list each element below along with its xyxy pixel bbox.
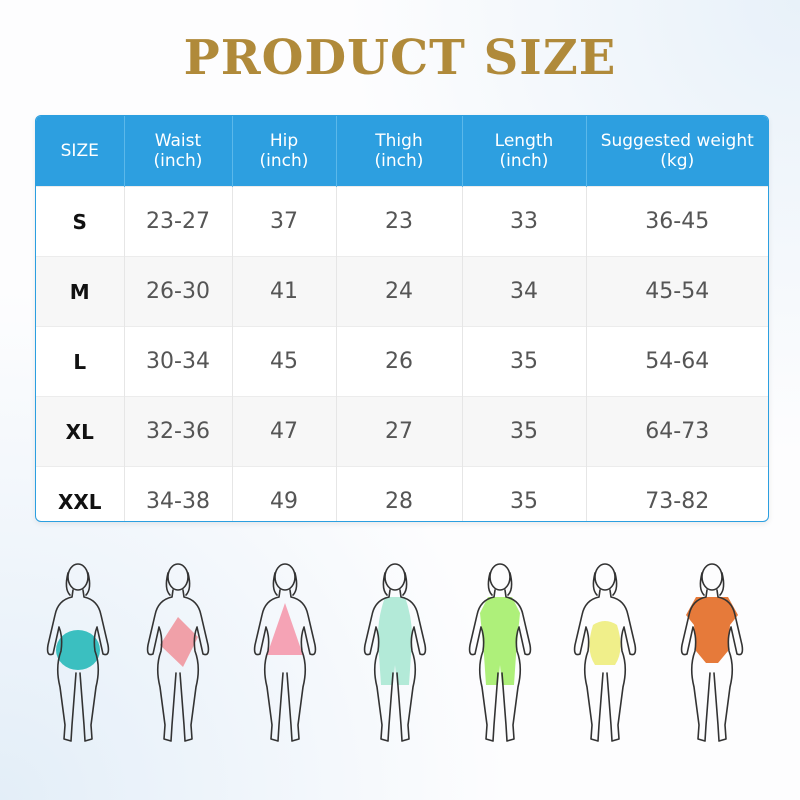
column-header: SIZE xyxy=(36,116,125,187)
value-cell: 45-54 xyxy=(586,256,768,327)
header-row: SIZE Waist (inch) Hip (inch) Thigh (inch) Lengt… xyxy=(36,116,768,187)
column-header: Waist (inch) xyxy=(124,116,233,187)
value-cell: 35 xyxy=(462,396,587,467)
value-cell: 73-82 xyxy=(586,466,768,521)
value-cell: 37 xyxy=(232,186,337,257)
figure-4 xyxy=(363,563,427,742)
header-line: (kg) xyxy=(660,151,695,171)
value-cell: 49 xyxy=(232,466,337,521)
figure-2 xyxy=(146,563,210,742)
body-figures xyxy=(46,563,744,742)
value-cell: 64-73 xyxy=(586,396,768,467)
value-cell: 33 xyxy=(462,186,587,257)
header-line: Length xyxy=(494,131,554,151)
size-cell: S xyxy=(36,186,125,257)
size-table: SIZE Waist (inch) Hip (inch) Thigh (inch) Lengt… xyxy=(36,116,768,521)
header-line: (inch) xyxy=(153,151,203,171)
size-cell: XL xyxy=(36,396,125,467)
value-cell: 26 xyxy=(336,326,463,397)
column-header: Suggested weight (kg) xyxy=(586,116,768,187)
table-body: S 23-27 37 23 33 36-45 M 26-30 41 24 34 45-54 L 30-34… xyxy=(36,186,768,521)
header-line: (inch) xyxy=(499,151,549,171)
value-cell: 47 xyxy=(232,396,337,467)
value-cell: 24 xyxy=(336,256,463,327)
value-cell: 27 xyxy=(336,396,463,467)
header-line: SIZE xyxy=(60,141,99,161)
value-cell: 35 xyxy=(462,466,587,521)
size-row: XL 32-36 47 27 35 64-73 xyxy=(36,396,768,467)
value-cell: 35 xyxy=(462,326,587,397)
header-line: (inch) xyxy=(374,151,424,171)
value-cell: 30-34 xyxy=(124,326,233,397)
size-row: L 30-34 45 26 35 54-64 xyxy=(36,326,768,397)
value-cell: 34-38 xyxy=(124,466,233,521)
value-cell: 36-45 xyxy=(586,186,768,257)
figure-5 xyxy=(468,563,532,742)
figure-7 xyxy=(680,563,744,742)
value-cell: 26-30 xyxy=(124,256,233,327)
size-row: M 26-30 41 24 34 45-54 xyxy=(36,256,768,327)
value-cell: 34 xyxy=(462,256,587,327)
size-row: XXL 34-38 49 28 35 73-82 xyxy=(36,466,768,521)
size-cell: L xyxy=(36,326,125,397)
title: PRODUCT SIZE xyxy=(183,30,617,86)
size-table-frame: SIZE Waist (inch) Hip (inch) Thigh (inch) Lengt… xyxy=(35,115,769,522)
header-line: Suggested weight xyxy=(600,131,754,151)
value-cell: 54-64 xyxy=(586,326,768,397)
figure-1 xyxy=(46,563,110,742)
value-cell: 41 xyxy=(232,256,337,327)
value-cell: 23-27 xyxy=(124,186,233,257)
figure-3 xyxy=(253,563,317,742)
value-cell: 28 xyxy=(336,466,463,521)
header-line: Hip xyxy=(269,131,299,151)
column-header: Hip (inch) xyxy=(232,116,337,187)
header-line: Waist xyxy=(154,131,202,151)
value-cell: 23 xyxy=(336,186,463,257)
column-header: Length (inch) xyxy=(462,116,587,187)
size-cell: M xyxy=(36,256,125,327)
figure-6 xyxy=(573,563,637,742)
value-cell: 45 xyxy=(232,326,337,397)
size-cell: XXL xyxy=(36,466,125,521)
header-line: (inch) xyxy=(259,151,309,171)
column-header: Thigh (inch) xyxy=(336,116,463,187)
value-cell: 32-36 xyxy=(124,396,233,467)
header-line: Thigh xyxy=(375,131,423,151)
size-row: S 23-27 37 23 33 36-45 xyxy=(36,186,768,257)
